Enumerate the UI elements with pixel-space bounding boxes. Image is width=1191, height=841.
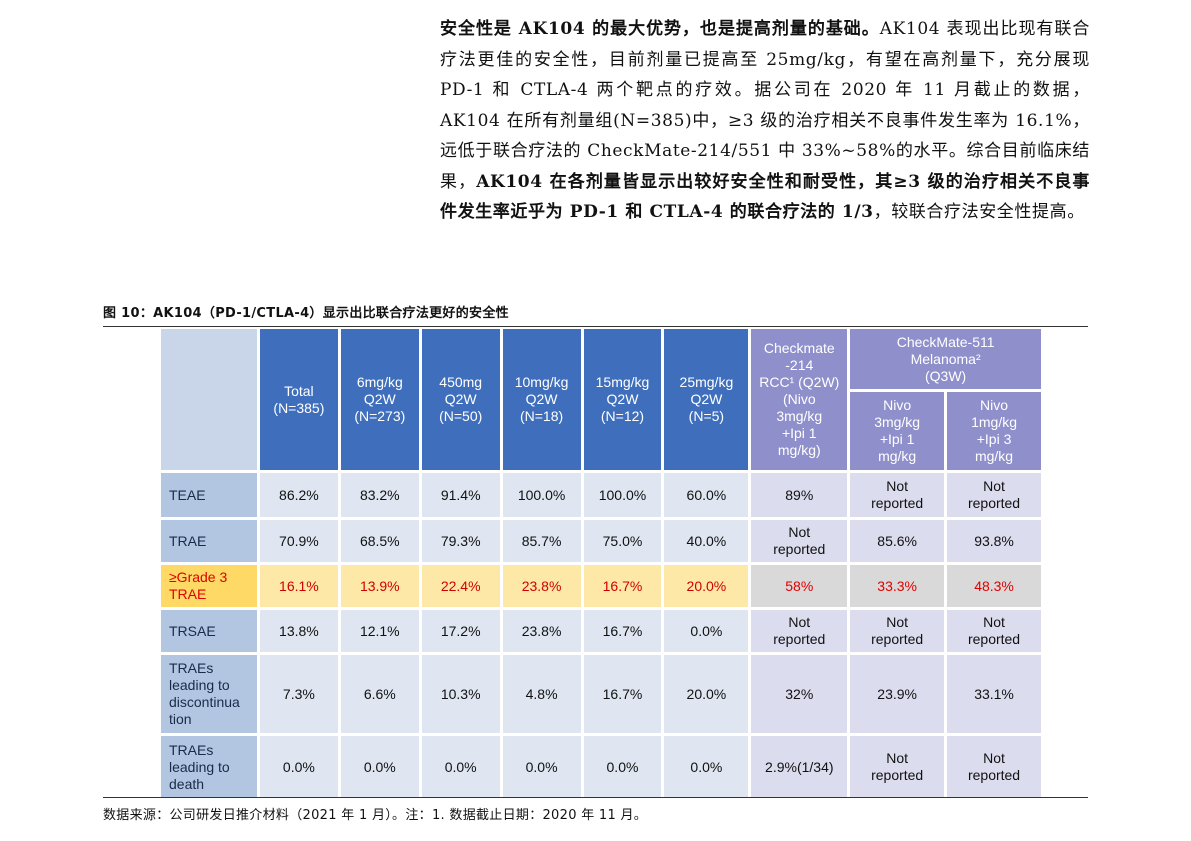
table-row: TEAE 86.2% 83.2% 91.4% 100.0% 100.0% 60.0% 89% N… [161,473,1041,517]
table-cell: 22.4% [421,565,500,607]
table-cell: 2.9%(1/34) [751,736,848,798]
header-15mgkg: 15mg/kg Q2W (N=12) [583,329,662,470]
table-cell: 23.8% [502,610,581,652]
table-cell: 85.6% [850,520,945,562]
table-cell: 33.3% [850,565,945,607]
table-cell: 85.7% [502,520,581,562]
table-cell: Not reported [947,473,1041,517]
header-25mgkg: 25mg/kg Q2W (N=5) [664,329,749,470]
safety-comparison-table: Total (N=385) 6mg/kg Q2W (N=273) 450mg Q… [158,326,1044,801]
table-cell: 0.0% [583,736,662,798]
table-cell: 100.0% [502,473,581,517]
source-note: 数据来源：公司研发日推介材料（2021 年 1 月）。注：1. 数据截止日期：2… [103,797,1088,823]
table-cell: 93.8% [947,520,1041,562]
table-cell: 0.0% [502,736,581,798]
table-cell: 16.7% [583,565,662,607]
table-cell: Not reported [947,610,1041,652]
table-cell: 16.7% [583,610,662,652]
paragraph-bold-conclusion: AK104 在各剂量皆显示出较好安全性和耐受性，其≥3 级的治疗相关不良事件发生… [440,171,1090,223]
table-cell: 60.0% [664,473,749,517]
table-cell: 7.3% [259,655,338,733]
table-cell: Not reported [947,736,1041,798]
table-cell: 20.0% [664,565,749,607]
table-row: TRAEs leading to discontinua tion 7.3% 6.6… [161,655,1041,733]
table-cell: 16.1% [259,565,338,607]
table-cell: 10.3% [421,655,500,733]
table-body: TEAE 86.2% 83.2% 91.4% 100.0% 100.0% 60.0% 89% N… [161,473,1041,798]
table-cell: 0.0% [340,736,419,798]
table-cell: 100.0% [583,473,662,517]
table-cell: 75.0% [583,520,662,562]
table-cell: 0.0% [664,610,749,652]
table-cell: Not reported [751,610,848,652]
figure-title: 图 10：AK104（PD-1/CTLA-4）显示出比联合疗法更好的安全性 [103,302,1088,327]
table-cell: 16.7% [583,655,662,733]
table-cell: 12.1% [340,610,419,652]
paragraph-bold-lead: 安全性是 AK104 的最大优势，也是提高剂量的基础。 [440,19,880,39]
header-cm511-nivo1-ipi3: Nivo 1mg/kg +Ipi 3 mg/kg [947,392,1041,470]
table-cell: Not reported [850,473,945,517]
table-cell: 23.9% [850,655,945,733]
table-cell: Not reported [850,610,945,652]
header-6mgkg: 6mg/kg Q2W (N=273) [340,329,419,470]
row-label: TRAE [161,520,257,562]
row-label: TRSAE [161,610,257,652]
table-row: TRSAE 13.8% 12.1% 17.2% 23.8% 16.7% 0.0% Not re… [161,610,1041,652]
safety-table-container: Total (N=385) 6mg/kg Q2W (N=273) 450mg Q… [158,326,1044,798]
table-cell: 89% [751,473,848,517]
table-cell: 91.4% [421,473,500,517]
table-cell: 48.3% [947,565,1041,607]
table-cell: 86.2% [259,473,338,517]
table-cell: 0.0% [664,736,749,798]
table-cell: 23.8% [502,565,581,607]
table-cell: 4.8% [502,655,581,733]
table-cell: Not reported [751,520,848,562]
table-cell: 13.9% [340,565,419,607]
row-label: TRAEs leading to discontinua tion [161,655,257,733]
table-cell: 40.0% [664,520,749,562]
table-cell: 20.0% [664,655,749,733]
header-450mg: 450mg Q2W (N=50) [421,329,500,470]
table-row: ≥Grade 3 TRAE 16.1% 13.9% 22.4% 23.8% 16.7% 20… [161,565,1041,607]
paragraph-text-end: ，较联合疗法安全性提高。 [873,202,1085,222]
table-cell: 58% [751,565,848,607]
paragraph-text: AK104 表现出比现有联合疗法更佳的安全性，目前剂量已提高至 25mg/kg，… [440,19,1090,192]
table-cell: Not reported [850,736,945,798]
header-10mgkg: 10mg/kg Q2W (N=18) [502,329,581,470]
row-label: ≥Grade 3 TRAE [161,565,257,607]
table-cell: 83.2% [340,473,419,517]
table-row: TRAE 70.9% 68.5% 79.3% 85.7% 75.0% 40.0% Not re… [161,520,1041,562]
row-label: TEAE [161,473,257,517]
table-cell: 70.9% [259,520,338,562]
table-cell: 79.3% [421,520,500,562]
body-paragraph: 安全性是 AK104 的最大优势，也是提高剂量的基础。AK104 表现出比现有联… [440,14,1090,228]
header-checkmate-511: CheckMate-511 Melanoma² (Q3W) [850,329,1041,389]
table-cell: 0.0% [259,736,338,798]
table-cell: 17.2% [421,610,500,652]
table-cell: 33.1% [947,655,1041,733]
header-total: Total (N=385) [259,329,338,470]
table-cell: 32% [751,655,848,733]
table-corner-cell [161,329,257,470]
table-cell: 6.6% [340,655,419,733]
table-cell: 68.5% [340,520,419,562]
table-cell: 0.0% [421,736,500,798]
header-checkmate-214: Checkmate -214 RCC¹ (Q2W) (Nivo 3mg/kg +… [751,329,848,470]
table-row: TRAEs leading to death 0.0% 0.0% 0.0% 0.0% 0.… [161,736,1041,798]
header-cm511-nivo3-ipi1: Nivo 3mg/kg +Ipi 1 mg/kg [850,392,945,470]
table-cell: 13.8% [259,610,338,652]
row-label: TRAEs leading to death [161,736,257,798]
